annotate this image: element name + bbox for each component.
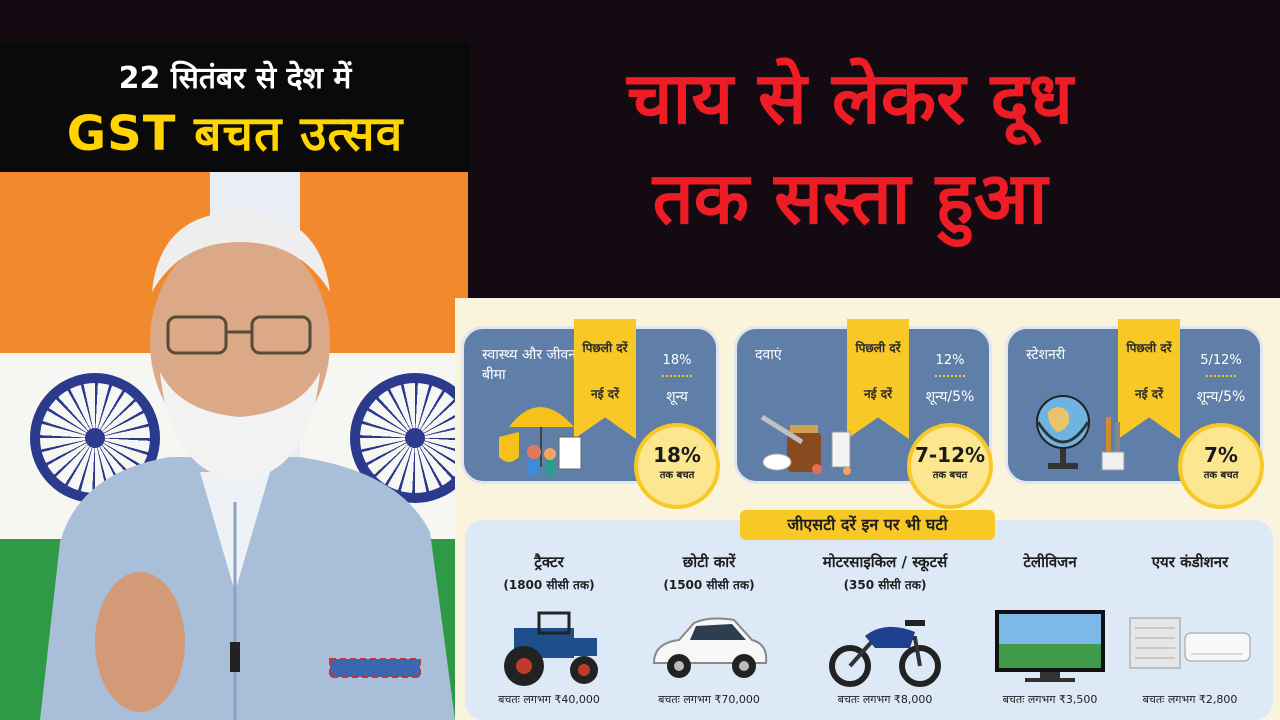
car-icon [652,617,768,678]
saving-badge: 7-12% तक बचत [907,423,993,509]
previous-rate-label: पिछली दरें [855,341,901,355]
motorcycle-icon [829,620,941,687]
headline-line2: तक सस्ता हुआ [652,156,1048,240]
rate-ribbon: पिछली दरें नई दरें [847,319,909,439]
item-sub: (1500 सीसी तक) [663,578,755,592]
card-label: दवाएं [755,347,782,363]
rate-card-medicines: दवाएं पिछली दरें नई दरें 12% शून्य/5% 7-… [734,319,993,509]
new-rate: शून्य/5% [1196,389,1246,405]
item-name: टेलीविजन [1023,553,1077,571]
item-name: मोटरसाइकिल / स्कूटर्स [822,553,948,571]
banner-title: GST बचत उत्सव [66,106,404,162]
card-label: स्वास्थ्य और जीवन बीमा [482,347,577,383]
television-icon [995,610,1105,682]
saving-badge: 18% तक बचत [634,423,720,509]
new-rate-label: नई दरें [863,387,892,401]
item-sub [970,576,1130,594]
item-television: टेलीविजन [970,552,1130,688]
rate-ribbon: पिछली दरें नई दरें [1118,319,1180,439]
new-rate: शून्य [666,389,688,405]
speaker-figure [40,212,455,720]
item-air-conditioner: एयर कंडीशनर [1110,552,1270,688]
headline: चाय से लेकर दूध तक सस्ता हुआ [470,48,1230,248]
card-label: स्टेशनरी [1026,347,1066,363]
item-sub: (1800 सीसी तक) [503,578,595,592]
item-saving: बचतः लगभग ₹8,000 [837,693,933,706]
old-rate: 5/12% [1200,353,1242,368]
item-tractor: ट्रैक्टर (1800 सीसी तक) [469,552,629,688]
reduced-items-title: जीएसटी दरें इन पर भी घटी [740,510,995,540]
new-rate-label: नई दरें [1134,387,1163,401]
umbrella-insurance-icon [499,407,582,475]
item-saving: बचतः लगभग ₹40,000 [498,693,600,706]
divider-dots [662,375,692,377]
saving-text: तक बचत [659,470,695,481]
item-saving: बचतः लगभग ₹70,000 [658,693,760,706]
gst-infographic: स्वास्थ्य और जीवन बीमा पिछली दरें नई दरे… [455,298,1280,720]
previous-rate-label: पिछली दरें [1126,341,1172,355]
divider-dots [1206,375,1236,377]
rate-card-insurance: स्वास्थ्य और जीवन बीमा पिछली दरें नई दरे… [461,319,720,509]
item-motorcycle: मोटरसाइकिल / स्कूटर्स (350 सीसी तक) [795,552,975,688]
saving-value: 7-12% [914,443,986,467]
saving-text: तक बचत [1203,470,1239,481]
saving-value: 18% [653,443,701,467]
saving-text: तक बचत [932,470,968,481]
event-banner: 22 सितंबर से देश में GST बचत उत्सव [0,42,470,177]
new-rate-label: नई दरें [590,387,619,401]
old-rate: 18% [662,353,692,368]
tractor-icon [504,611,598,686]
item-saving: बचतः लगभग ₹2,800 [1142,693,1238,706]
item-sub: (350 सीसी तक) [843,578,927,592]
item-sub [1110,576,1270,594]
banner-date-text: 22 सितंबर से देश में [118,61,352,96]
saving-value: 7% [1204,443,1238,467]
rate-ribbon: पिछली दरें नई दरें [574,319,636,439]
item-saving: बचतः लगभग ₹3,500 [1002,693,1098,706]
speaker-photo [0,172,468,720]
item-small-cars: छोटी कारें (1500 सीसी तक) [629,552,789,688]
old-rate: 12% [935,353,965,368]
medicine-icon [760,414,851,475]
item-name: ट्रैक्टर [534,553,564,571]
item-name: एयर कंडीशनर [1151,553,1229,571]
rate-card-stationery: स्टेशनरी पिछली दरें नई दरें 5/12% शून्य/… [1005,319,1264,509]
air-conditioner-icon [1129,617,1251,669]
item-name: छोटी कारें [682,553,736,571]
headline-line1: चाय से लेकर दूध [626,56,1074,140]
reduced-items-section: जीएसटी दरें इन पर भी घटी ट्रैक्टर (1800 … [465,510,1273,720]
globe-stationery-icon [1036,395,1125,471]
new-rate: शून्य/5% [925,389,975,405]
saving-badge: 7% तक बचत [1178,423,1264,509]
divider-dots [935,375,965,377]
previous-rate-label: पिछली दरें [582,341,628,355]
